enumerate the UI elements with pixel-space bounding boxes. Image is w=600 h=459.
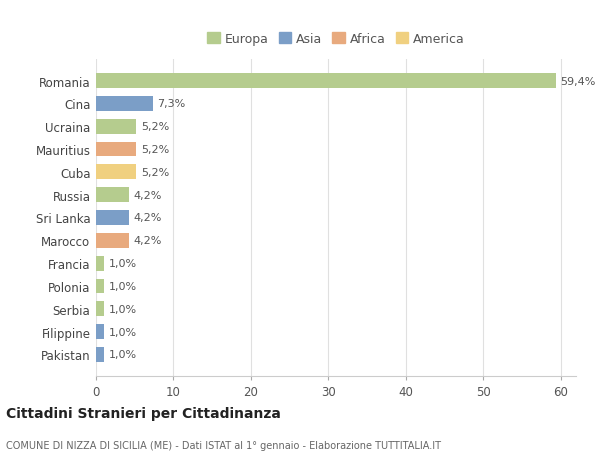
Text: 59,4%: 59,4% (560, 77, 596, 86)
Bar (96, 325, 104, 339)
Text: 7,3%: 7,3% (157, 99, 185, 109)
Text: 1,0%: 1,0% (109, 258, 137, 269)
Text: COMUNE DI NIZZA DI SICILIA (ME) - Dati ISTAT al 1° gennaio - Elaborazione TUTTIT: COMUNE DI NIZZA DI SICILIA (ME) - Dati I… (6, 440, 441, 450)
Text: 5,2%: 5,2% (141, 122, 169, 132)
Text: 1,0%: 1,0% (109, 327, 137, 337)
Text: 4,2%: 4,2% (133, 190, 161, 200)
Bar (96, 302, 104, 316)
Bar (96, 256, 104, 271)
Bar (96, 165, 136, 180)
Bar (96, 74, 556, 89)
Bar (96, 279, 104, 294)
Text: 5,2%: 5,2% (141, 168, 169, 178)
Text: 5,2%: 5,2% (141, 145, 169, 155)
Text: 4,2%: 4,2% (133, 236, 161, 246)
Text: Cittadini Stranieri per Cittadinanza: Cittadini Stranieri per Cittadinanza (6, 406, 281, 420)
Text: 1,0%: 1,0% (109, 350, 137, 359)
Bar (96, 347, 104, 362)
Bar (96, 233, 128, 248)
Legend: Europa, Asia, Africa, America: Europa, Asia, Africa, America (202, 28, 470, 51)
Text: 1,0%: 1,0% (109, 304, 137, 314)
Bar (96, 97, 152, 112)
Text: 4,2%: 4,2% (133, 213, 161, 223)
Text: 1,0%: 1,0% (109, 281, 137, 291)
Bar (96, 120, 136, 134)
Bar (96, 142, 136, 157)
Bar (96, 188, 128, 203)
Bar (96, 211, 128, 225)
